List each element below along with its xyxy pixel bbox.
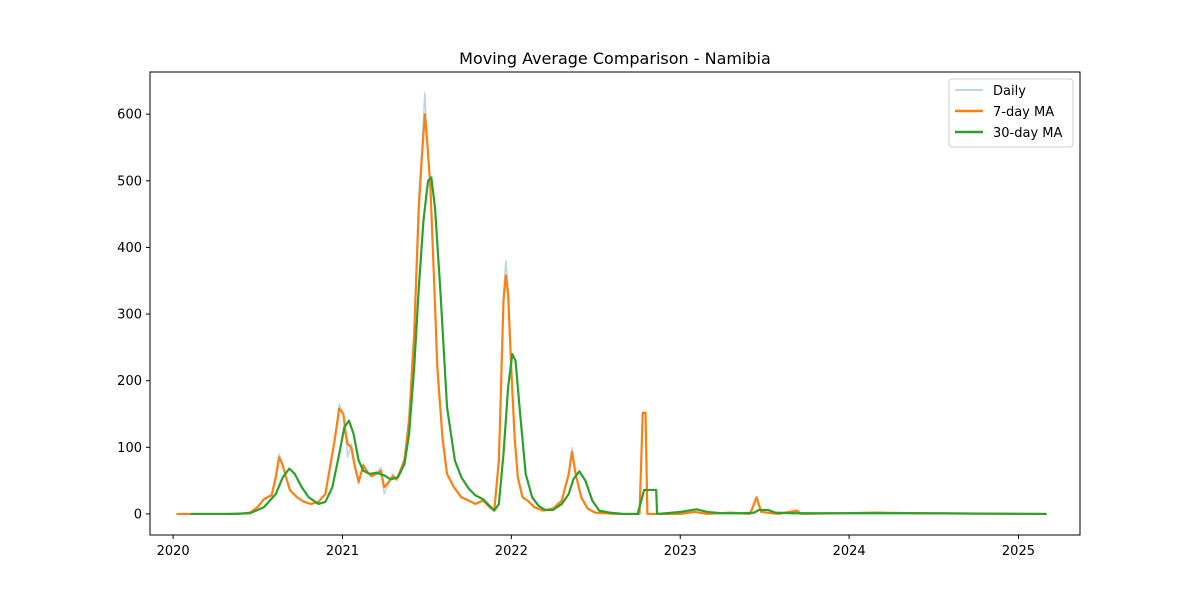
series-line-30-day-ma <box>190 176 1047 516</box>
plot-frame <box>149 71 1081 536</box>
x-tick-label: 2021 <box>326 544 359 559</box>
x-axis: 2020 2021 2022 2023 2024 2025 <box>157 535 1035 559</box>
x-tick-label: 2023 <box>664 544 697 559</box>
y-axis: 0 100 200 300 400 500 600 <box>117 108 150 522</box>
legend-label-30day: 30-day MA <box>993 126 1062 141</box>
y-tick-label: 600 <box>117 108 142 123</box>
legend-label-daily: Daily <box>993 84 1026 99</box>
y-tick-label: 0 <box>134 507 142 522</box>
series-layer <box>176 92 1047 516</box>
legend: Daily 7-day MA 30-day MA <box>948 78 1074 148</box>
y-tick-label: 400 <box>117 241 142 256</box>
series-line-7-day-ma <box>176 113 1047 516</box>
chart-title: Moving Average Comparison - Namibia <box>459 49 771 68</box>
x-tick-label: 2024 <box>833 544 866 559</box>
plot-area <box>149 71 1081 536</box>
x-tick-label: 2025 <box>1002 544 1035 559</box>
legend-label-7day: 7-day MA <box>993 105 1054 120</box>
y-tick-label: 200 <box>117 374 142 389</box>
y-tick-label: 300 <box>117 308 142 323</box>
y-tick-label: 100 <box>117 441 142 456</box>
legend-box <box>948 78 1074 148</box>
series-line-daily <box>176 92 1047 515</box>
x-tick-label: 2022 <box>495 544 528 559</box>
x-tick-label: 2020 <box>157 544 190 559</box>
y-tick-label: 500 <box>117 174 142 189</box>
